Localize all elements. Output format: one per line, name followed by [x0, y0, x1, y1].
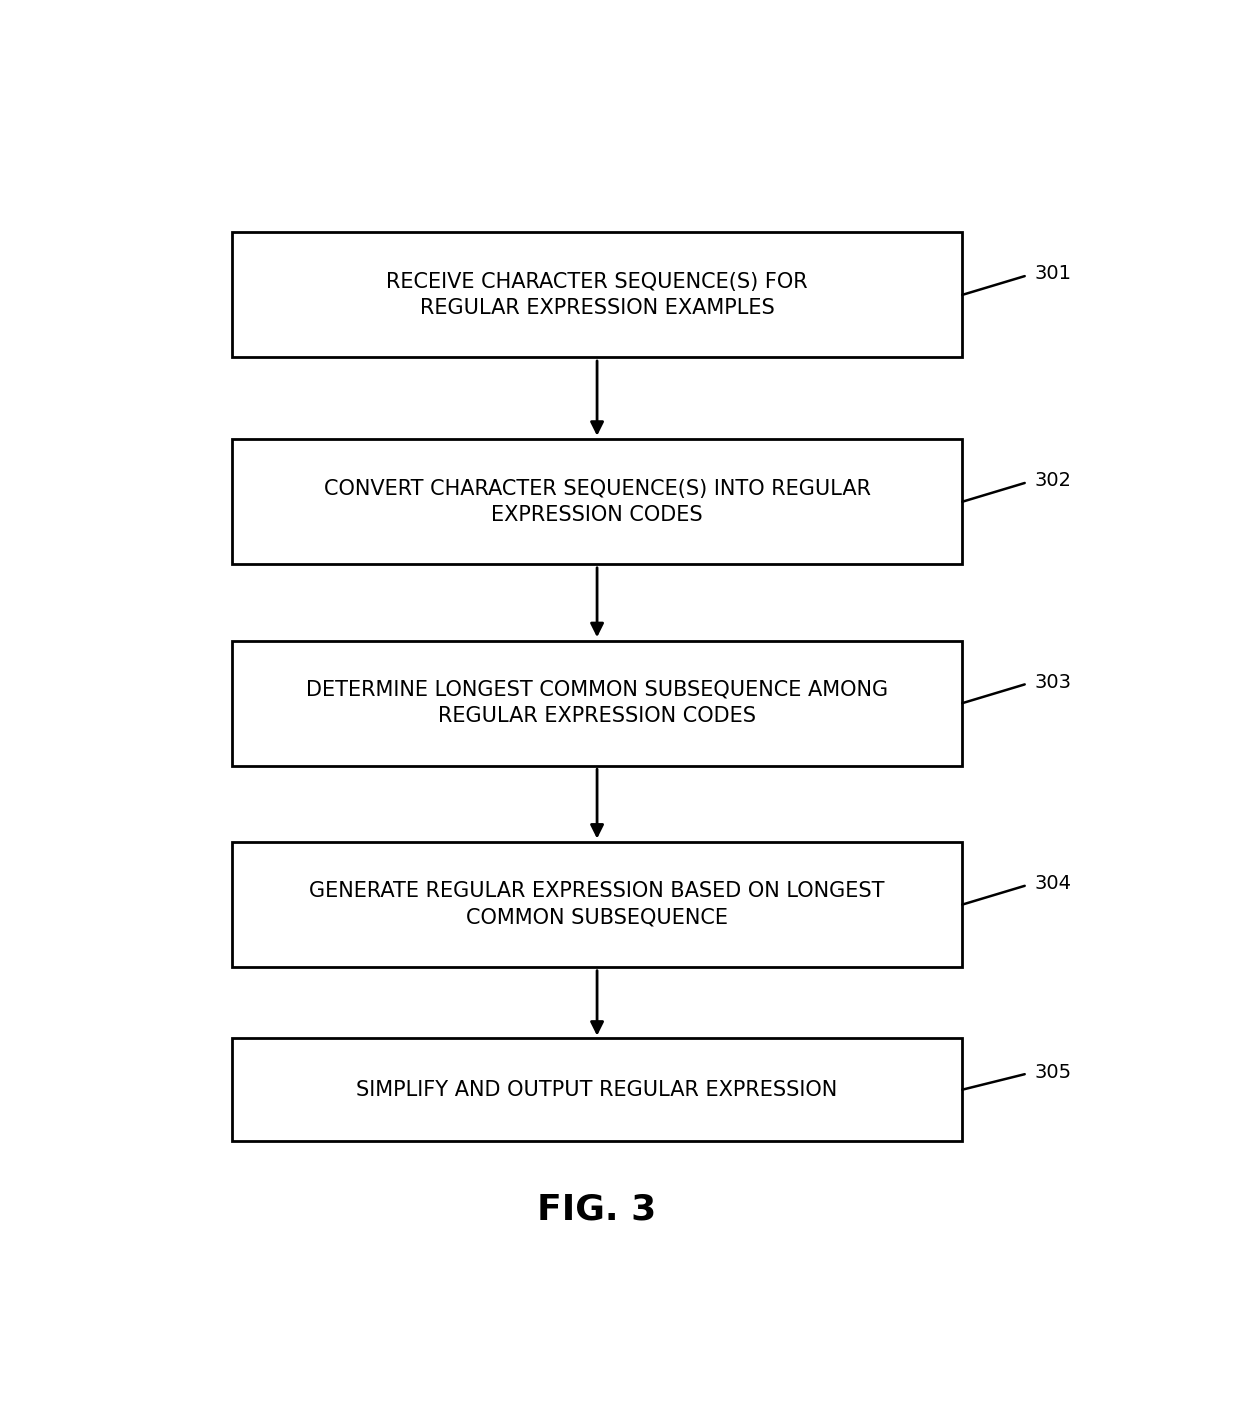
Bar — [232, 841, 962, 967]
Text: GENERATE REGULAR EXPRESSION BASED ON LONGEST
COMMON SUBSEQUENCE: GENERATE REGULAR EXPRESSION BASED ON LON… — [309, 881, 885, 928]
Text: 305: 305 — [1034, 1062, 1071, 1082]
Bar — [232, 641, 962, 766]
Text: 301: 301 — [1034, 264, 1071, 283]
Text: FIG. 3: FIG. 3 — [537, 1192, 657, 1226]
Text: 302: 302 — [1034, 471, 1071, 491]
Text: DETERMINE LONGEST COMMON SUBSEQUENCE AMONG
REGULAR EXPRESSION CODES: DETERMINE LONGEST COMMON SUBSEQUENCE AMO… — [306, 680, 888, 727]
Text: CONVERT CHARACTER SEQUENCE(S) INTO REGULAR
EXPRESSION CODES: CONVERT CHARACTER SEQUENCE(S) INTO REGUL… — [324, 478, 870, 525]
Text: 304: 304 — [1034, 874, 1071, 894]
Text: 303: 303 — [1034, 673, 1071, 691]
Bar — [232, 440, 962, 564]
Text: SIMPLIFY AND OUTPUT REGULAR EXPRESSION: SIMPLIFY AND OUTPUT REGULAR EXPRESSION — [356, 1080, 838, 1100]
Bar — [232, 232, 962, 358]
Bar — [232, 1038, 962, 1141]
Text: RECEIVE CHARACTER SEQUENCE(S) FOR
REGULAR EXPRESSION EXAMPLES: RECEIVE CHARACTER SEQUENCE(S) FOR REGULA… — [386, 271, 808, 318]
